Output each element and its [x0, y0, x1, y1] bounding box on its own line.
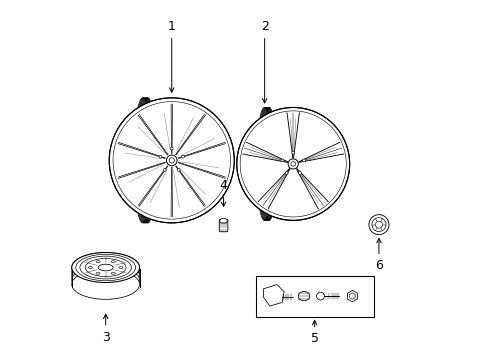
Text: 2: 2 — [261, 20, 269, 103]
Ellipse shape — [88, 267, 93, 269]
Ellipse shape — [375, 221, 383, 228]
Ellipse shape — [298, 292, 310, 301]
Ellipse shape — [96, 273, 100, 274]
Text: 5: 5 — [311, 320, 319, 346]
Ellipse shape — [111, 261, 115, 262]
Ellipse shape — [72, 252, 140, 283]
Ellipse shape — [281, 159, 284, 162]
Ellipse shape — [72, 269, 140, 299]
Ellipse shape — [182, 155, 184, 158]
Polygon shape — [220, 219, 228, 223]
Ellipse shape — [292, 151, 294, 154]
Ellipse shape — [302, 159, 305, 162]
Text: 4: 4 — [220, 179, 227, 207]
Ellipse shape — [98, 264, 113, 271]
Polygon shape — [264, 284, 284, 306]
Polygon shape — [347, 291, 357, 302]
Ellipse shape — [369, 215, 389, 235]
Ellipse shape — [119, 267, 123, 269]
Ellipse shape — [317, 292, 324, 300]
Ellipse shape — [72, 252, 140, 283]
Text: 1: 1 — [168, 20, 176, 92]
FancyBboxPatch shape — [220, 220, 228, 232]
Ellipse shape — [285, 172, 288, 175]
Ellipse shape — [237, 108, 350, 220]
Ellipse shape — [96, 261, 100, 262]
Ellipse shape — [111, 273, 115, 274]
Ellipse shape — [372, 218, 386, 231]
Bar — [256, 275, 373, 317]
Ellipse shape — [72, 261, 140, 291]
Ellipse shape — [171, 147, 173, 150]
Ellipse shape — [298, 172, 301, 175]
Text: 6: 6 — [375, 239, 383, 272]
Polygon shape — [349, 293, 355, 299]
Ellipse shape — [72, 257, 140, 287]
Ellipse shape — [291, 162, 295, 166]
Ellipse shape — [109, 98, 234, 223]
Ellipse shape — [72, 265, 140, 295]
Ellipse shape — [169, 158, 174, 163]
Ellipse shape — [163, 168, 166, 171]
Ellipse shape — [167, 155, 177, 166]
Text: 3: 3 — [102, 314, 110, 344]
Ellipse shape — [159, 155, 162, 158]
Ellipse shape — [288, 159, 298, 169]
Ellipse shape — [177, 168, 180, 171]
